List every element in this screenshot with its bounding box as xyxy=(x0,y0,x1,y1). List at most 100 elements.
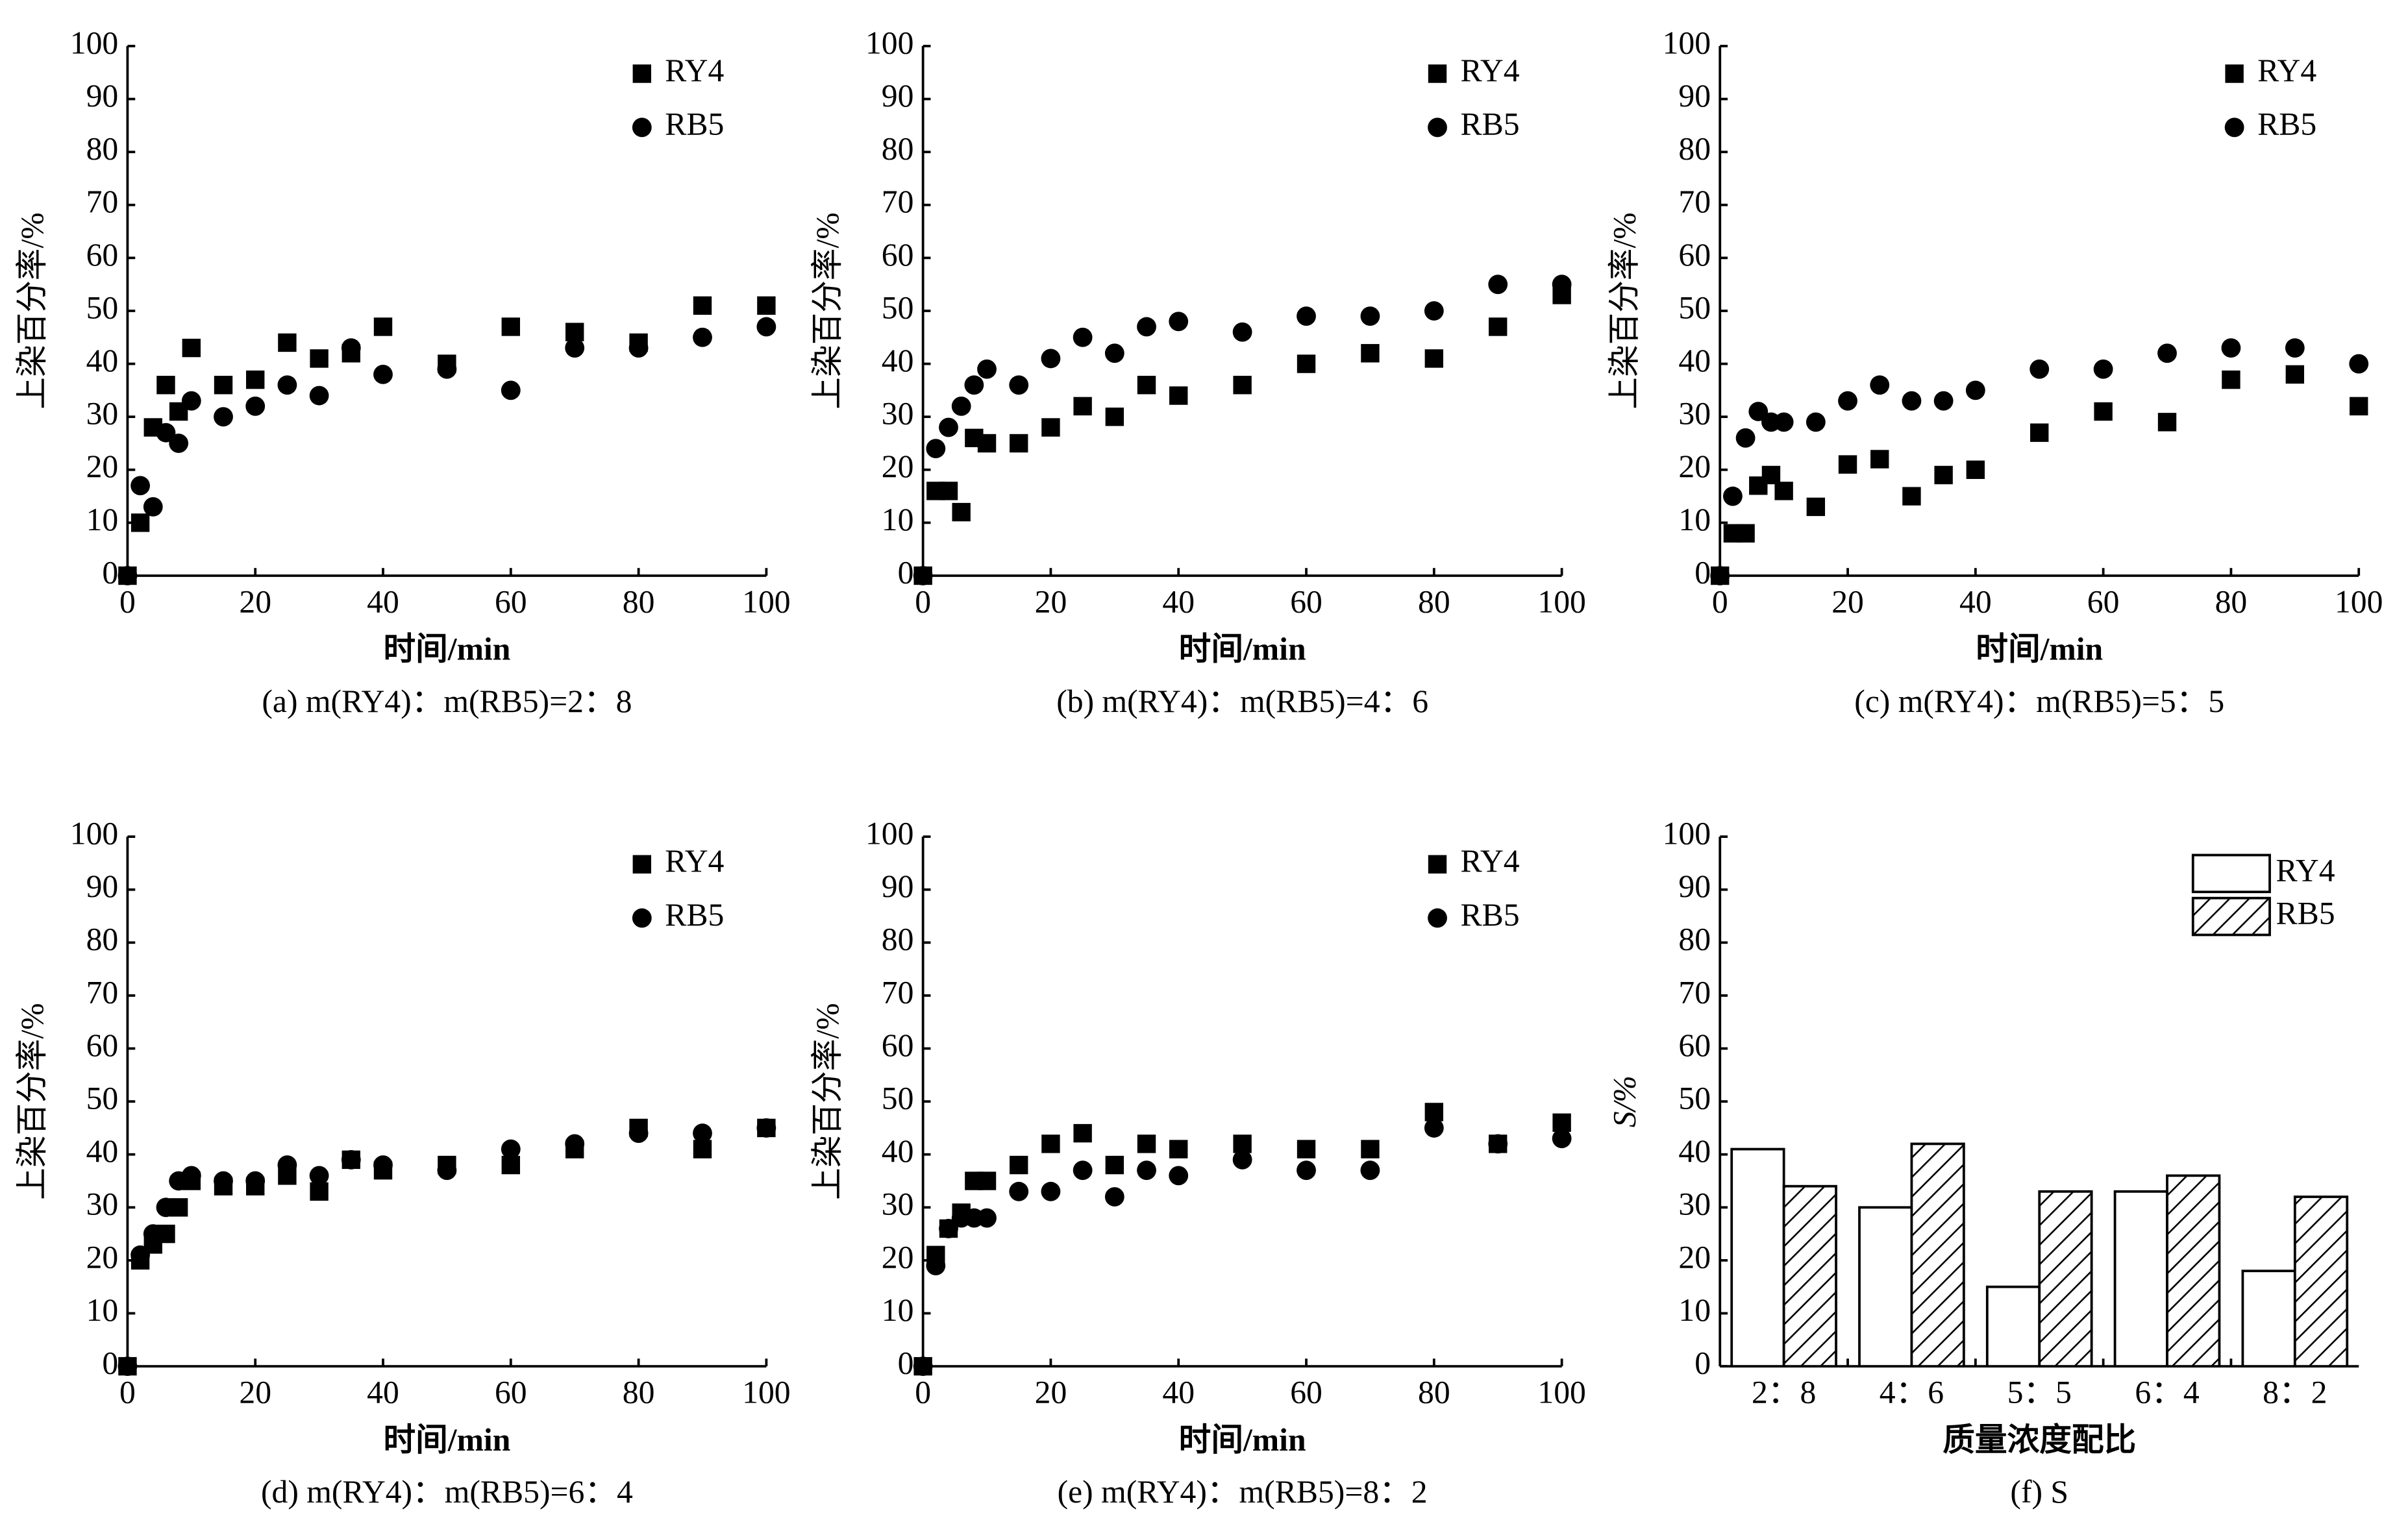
y-tick-label: 80 xyxy=(1678,922,1711,957)
y-tick-label: 30 xyxy=(882,396,914,432)
legend-label: RB5 xyxy=(1461,106,1520,142)
legend-label: RY4 xyxy=(2257,53,2316,88)
marker-circle xyxy=(130,1245,150,1265)
x-tick-label: 40 xyxy=(367,583,399,619)
x-axis-label: 时间/min xyxy=(1179,632,1306,667)
marker-circle xyxy=(181,391,201,411)
y-tick-label: 10 xyxy=(86,502,119,537)
marker-square xyxy=(1169,1140,1188,1159)
y-tick-label: 100 xyxy=(70,816,118,852)
y-tick-label: 50 xyxy=(882,289,914,325)
y-tick-label: 0 xyxy=(102,554,118,590)
marker-circle xyxy=(143,1224,163,1244)
marker-square xyxy=(1934,465,1953,485)
y-tick-label: 50 xyxy=(1678,1081,1711,1116)
y-tick-label: 80 xyxy=(882,131,914,167)
marker-circle xyxy=(2093,359,2113,379)
legend-label: RB5 xyxy=(665,897,724,933)
legend-swatch xyxy=(2191,853,2271,894)
x-tick-label: 0 xyxy=(915,1374,931,1410)
y-tick-label: 40 xyxy=(882,343,914,378)
marker-circle xyxy=(1360,306,1380,326)
marker-circle xyxy=(277,1155,297,1175)
y-tick-label: 60 xyxy=(1678,1027,1711,1063)
y-tick-label: 90 xyxy=(86,78,119,114)
marker-square xyxy=(977,1171,997,1190)
x-tick-label: 0 xyxy=(915,583,931,619)
marker-circle xyxy=(1806,412,1826,432)
marker-circle xyxy=(118,1356,138,1377)
legend-label: RY4 xyxy=(665,843,724,879)
marker-square xyxy=(182,338,201,358)
x-axis-label: 质量浓度配比 xyxy=(1943,1422,2136,1458)
x-tick-label: 40 xyxy=(367,1374,399,1410)
bar xyxy=(1782,1184,1837,1368)
marker-circle xyxy=(277,375,297,395)
marker-circle xyxy=(1748,402,1769,421)
legend-marker xyxy=(632,855,651,874)
marker-square xyxy=(1297,1140,1316,1159)
y-axis-label: 上染百分率/% xyxy=(14,1003,50,1199)
marker-square xyxy=(693,296,712,315)
marker-circle xyxy=(1169,1166,1189,1186)
marker-circle xyxy=(437,359,457,379)
marker-square xyxy=(1361,1140,1380,1159)
marker-circle xyxy=(245,1171,266,1191)
bar xyxy=(2166,1174,2221,1368)
marker-square xyxy=(757,296,776,315)
x-tick-label: 100 xyxy=(742,583,790,619)
x-tick-label: 60 xyxy=(495,1374,527,1410)
x-tick-label: 40 xyxy=(1162,583,1195,619)
y-tick-label: 20 xyxy=(86,1239,119,1275)
marker-circle xyxy=(156,1197,176,1218)
caption: (d) m(RY4)：m(RB5)=6：4 xyxy=(261,1474,633,1510)
marker-circle xyxy=(1073,1160,1093,1181)
y-tick-label: 70 xyxy=(882,974,914,1010)
marker-square xyxy=(1774,482,1793,500)
y-tick-label: 60 xyxy=(882,1027,914,1063)
marker-circle xyxy=(1232,1149,1252,1170)
marker-square xyxy=(373,317,393,336)
marker-circle xyxy=(373,1155,393,1175)
y-tick-label: 60 xyxy=(86,237,119,273)
y-tick-label: 80 xyxy=(882,922,914,957)
marker-circle xyxy=(2157,343,2177,363)
y-axis-label: 上染百分率/% xyxy=(14,212,50,409)
legend-swatch xyxy=(2191,896,2271,937)
x-tick-label: 8：2 xyxy=(2263,1374,2327,1410)
x-tick-label: 60 xyxy=(495,583,527,619)
marker-square xyxy=(1010,1155,1028,1175)
marker-circle xyxy=(1009,375,1029,395)
marker-circle xyxy=(951,396,971,416)
marker-circle xyxy=(1169,312,1189,332)
marker-square xyxy=(1105,1155,1124,1175)
marker-circle xyxy=(565,338,585,358)
marker-circle xyxy=(1424,301,1444,321)
marker-circle xyxy=(245,396,266,416)
marker-square xyxy=(1137,376,1156,395)
x-tick-label: 80 xyxy=(1418,583,1450,619)
legend-label: RB5 xyxy=(2257,106,2316,142)
x-tick-label: 20 xyxy=(1035,1374,1067,1410)
marker-circle xyxy=(964,375,984,395)
y-tick-label: 100 xyxy=(865,816,913,852)
marker-circle xyxy=(156,423,176,443)
marker-circle xyxy=(437,1160,457,1181)
y-tick-label: 20 xyxy=(1678,448,1711,484)
marker-circle xyxy=(756,1118,776,1138)
marker-square xyxy=(1361,344,1380,363)
caption: (e) m(RY4)：m(RB5)=8：2 xyxy=(1058,1474,1428,1510)
marker-circle xyxy=(693,327,712,347)
marker-square xyxy=(939,482,958,500)
marker-circle xyxy=(1838,391,1857,411)
x-tick-label: 40 xyxy=(1959,583,1992,619)
y-tick-label: 60 xyxy=(1678,237,1711,273)
y-tick-label: 80 xyxy=(1678,131,1711,167)
caption: (c) m(RY4)：m(RB5)=5：5 xyxy=(1854,683,2224,719)
x-tick-label: 40 xyxy=(1162,1374,1195,1410)
marker-circle xyxy=(939,417,958,437)
legend-label: RB5 xyxy=(665,106,724,142)
marker-square xyxy=(1233,376,1252,395)
x-tick-label: 80 xyxy=(2215,583,2248,619)
